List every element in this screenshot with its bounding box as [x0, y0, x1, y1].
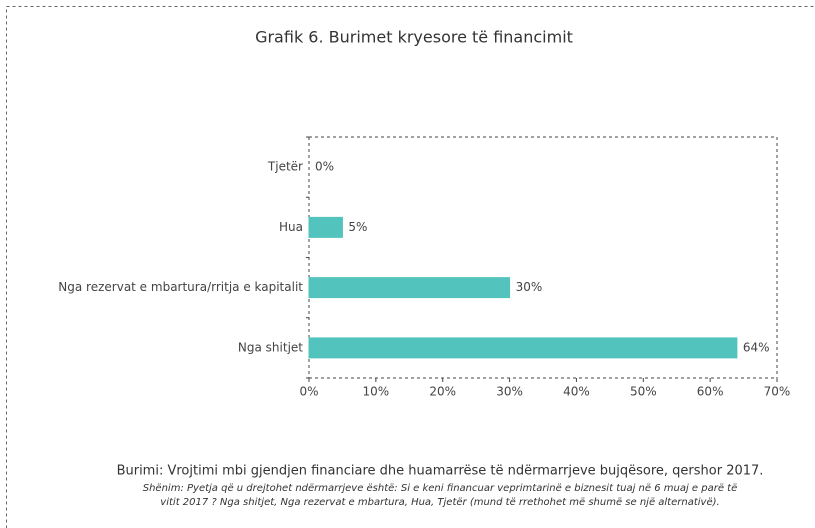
x-tick-label: 30%	[496, 385, 523, 399]
x-tick-label: 10%	[363, 385, 390, 399]
data-label: 64%	[743, 340, 770, 354]
y-tick-label: Nga shitjet	[238, 340, 303, 354]
x-tick-label: 0%	[299, 385, 318, 399]
plot-border	[309, 136, 778, 378]
bar	[308, 277, 511, 299]
y-tick-label: Tjetër	[267, 160, 303, 174]
data-label: 5%	[348, 220, 367, 234]
data-label: 30%	[516, 280, 543, 294]
x-tick-label: 20%	[429, 385, 456, 399]
y-tick-label: Nga rezervat e mbartura/rritja e kapital…	[58, 280, 303, 294]
x-tick-label: 50%	[630, 385, 657, 399]
note: vitit 2017 ? Nga shitjet, Nga rezervat e…	[160, 497, 719, 508]
x-tick-label: 70%	[764, 385, 791, 399]
chart-title: Grafik 6. Burimet kryesore të financimit	[255, 28, 573, 47]
data-label: 0%	[315, 160, 334, 174]
bar	[308, 337, 738, 359]
note: Shënim: Pyetja që u drejtohet ndërmarrje…	[143, 483, 737, 494]
bar	[308, 216, 343, 238]
y-tick-label: Hua	[279, 220, 303, 234]
source: Burimi: Vrojtimi mbi gjendjen financiare…	[117, 464, 764, 479]
x-tick-label: 40%	[563, 385, 590, 399]
frame	[6, 6, 815, 528]
x-tick-label: 60%	[697, 385, 724, 399]
